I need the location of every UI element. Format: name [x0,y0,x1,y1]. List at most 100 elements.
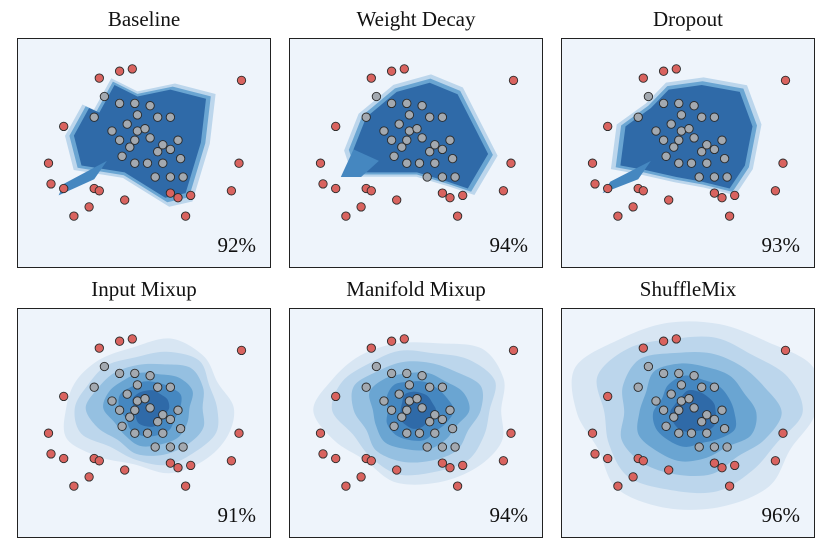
outer-class-point [226,456,237,466]
outer-class-point [356,472,366,482]
panel-title: Dropout [653,7,723,31]
inner-class-point [130,368,140,379]
inner-class-point [643,91,654,102]
inner-class-point [140,124,150,134]
outer-class-point [730,190,740,201]
inner-class-point [697,417,707,427]
outer-class-point [236,345,247,356]
outer-class-point [114,336,125,346]
outer-class-point [165,458,176,468]
inner-class-point [402,405,412,415]
inner-class-point [371,361,382,372]
outer-class-point [770,186,781,196]
outer-class-point [658,66,669,76]
inner-class-point [397,142,407,152]
inner-class-point [674,135,684,145]
outer-class-point [717,463,727,473]
outer-class-point [709,188,720,198]
outer-class-point [613,211,623,221]
inner-class-point [417,101,427,111]
inner-class-point [676,126,687,136]
outer-class-point [46,179,56,189]
inner-class-point [165,144,176,155]
inner-class-point [717,135,727,145]
inner-class-point [697,112,707,122]
inner-class-point [142,158,153,168]
accuracy-label: 96% [761,503,801,527]
inner-class-point [153,112,163,122]
inner-class-point [430,158,440,168]
inner-class-point [722,172,732,182]
outer-class-point [315,158,326,168]
outer-class-point [664,465,674,475]
inner-class-point [709,144,720,155]
inner-class-point [130,405,140,415]
outer-class-point [315,428,326,438]
inner-class-point [379,126,389,136]
outer-class-point [331,391,341,402]
outer-class-point [366,343,376,353]
inner-class-point [422,442,432,452]
inner-class-point [658,135,669,145]
outer-class-point [120,465,130,475]
outer-class-point [386,66,397,76]
outer-class-point [628,472,638,482]
inner-class-point [158,140,168,150]
outer-class-point [613,481,623,491]
inner-class-point [651,126,661,136]
inner-class-point [666,389,676,399]
inner-class-point [689,371,699,381]
outer-class-point [780,75,791,86]
inner-class-point [130,158,140,168]
inner-class-point [674,405,684,415]
outer-class-point [43,158,54,168]
outer-class-point [437,188,448,198]
inner-class-point [430,410,440,420]
outer-class-point [318,179,328,189]
inner-class-point [669,412,679,422]
decision-region-tail [602,160,651,194]
outer-class-point [671,334,681,344]
inner-class-point [125,412,135,422]
inner-class-point [709,172,720,182]
outer-class-point [590,179,600,189]
inner-class-point [437,382,448,392]
outer-class-point [84,472,94,482]
inner-class-point [150,442,160,452]
outer-class-point [127,64,137,74]
inner-class-point [674,158,684,168]
plot-area: 94% [289,308,543,538]
inner-class-point [702,410,712,420]
inner-class-point [709,382,720,392]
inner-class-point [709,414,720,425]
accuracy-label: 94% [489,233,529,257]
plot-svg [571,321,814,510]
outer-class-point [127,334,137,344]
inner-class-point [437,414,448,425]
panel-manifold-mixup: Manifold Mixup 94% [289,277,543,538]
outer-class-point [331,121,341,132]
inner-class-point [658,98,669,109]
outer-class-point [341,211,351,221]
inner-class-point [402,428,412,438]
inner-class-point [709,112,720,122]
outer-class-point [638,186,648,196]
inner-class-point [402,98,412,109]
outer-class-point [84,202,94,212]
inner-class-point [117,421,127,431]
outer-class-point [318,449,328,459]
panel-title: Input Mixup [91,277,197,301]
outer-class-point [730,460,740,471]
plot-svg [587,64,791,221]
inner-class-point [158,158,168,168]
decision-region-tail [340,149,379,177]
outer-class-point [94,73,104,83]
outer-class-point [234,158,244,168]
accuracy-label: 94% [489,503,529,527]
inner-class-point [437,442,448,452]
inner-class-point [140,394,150,404]
outer-class-point [173,463,183,473]
outer-class-point [120,195,130,205]
inner-class-point [404,126,415,136]
inner-class-point [158,428,168,438]
